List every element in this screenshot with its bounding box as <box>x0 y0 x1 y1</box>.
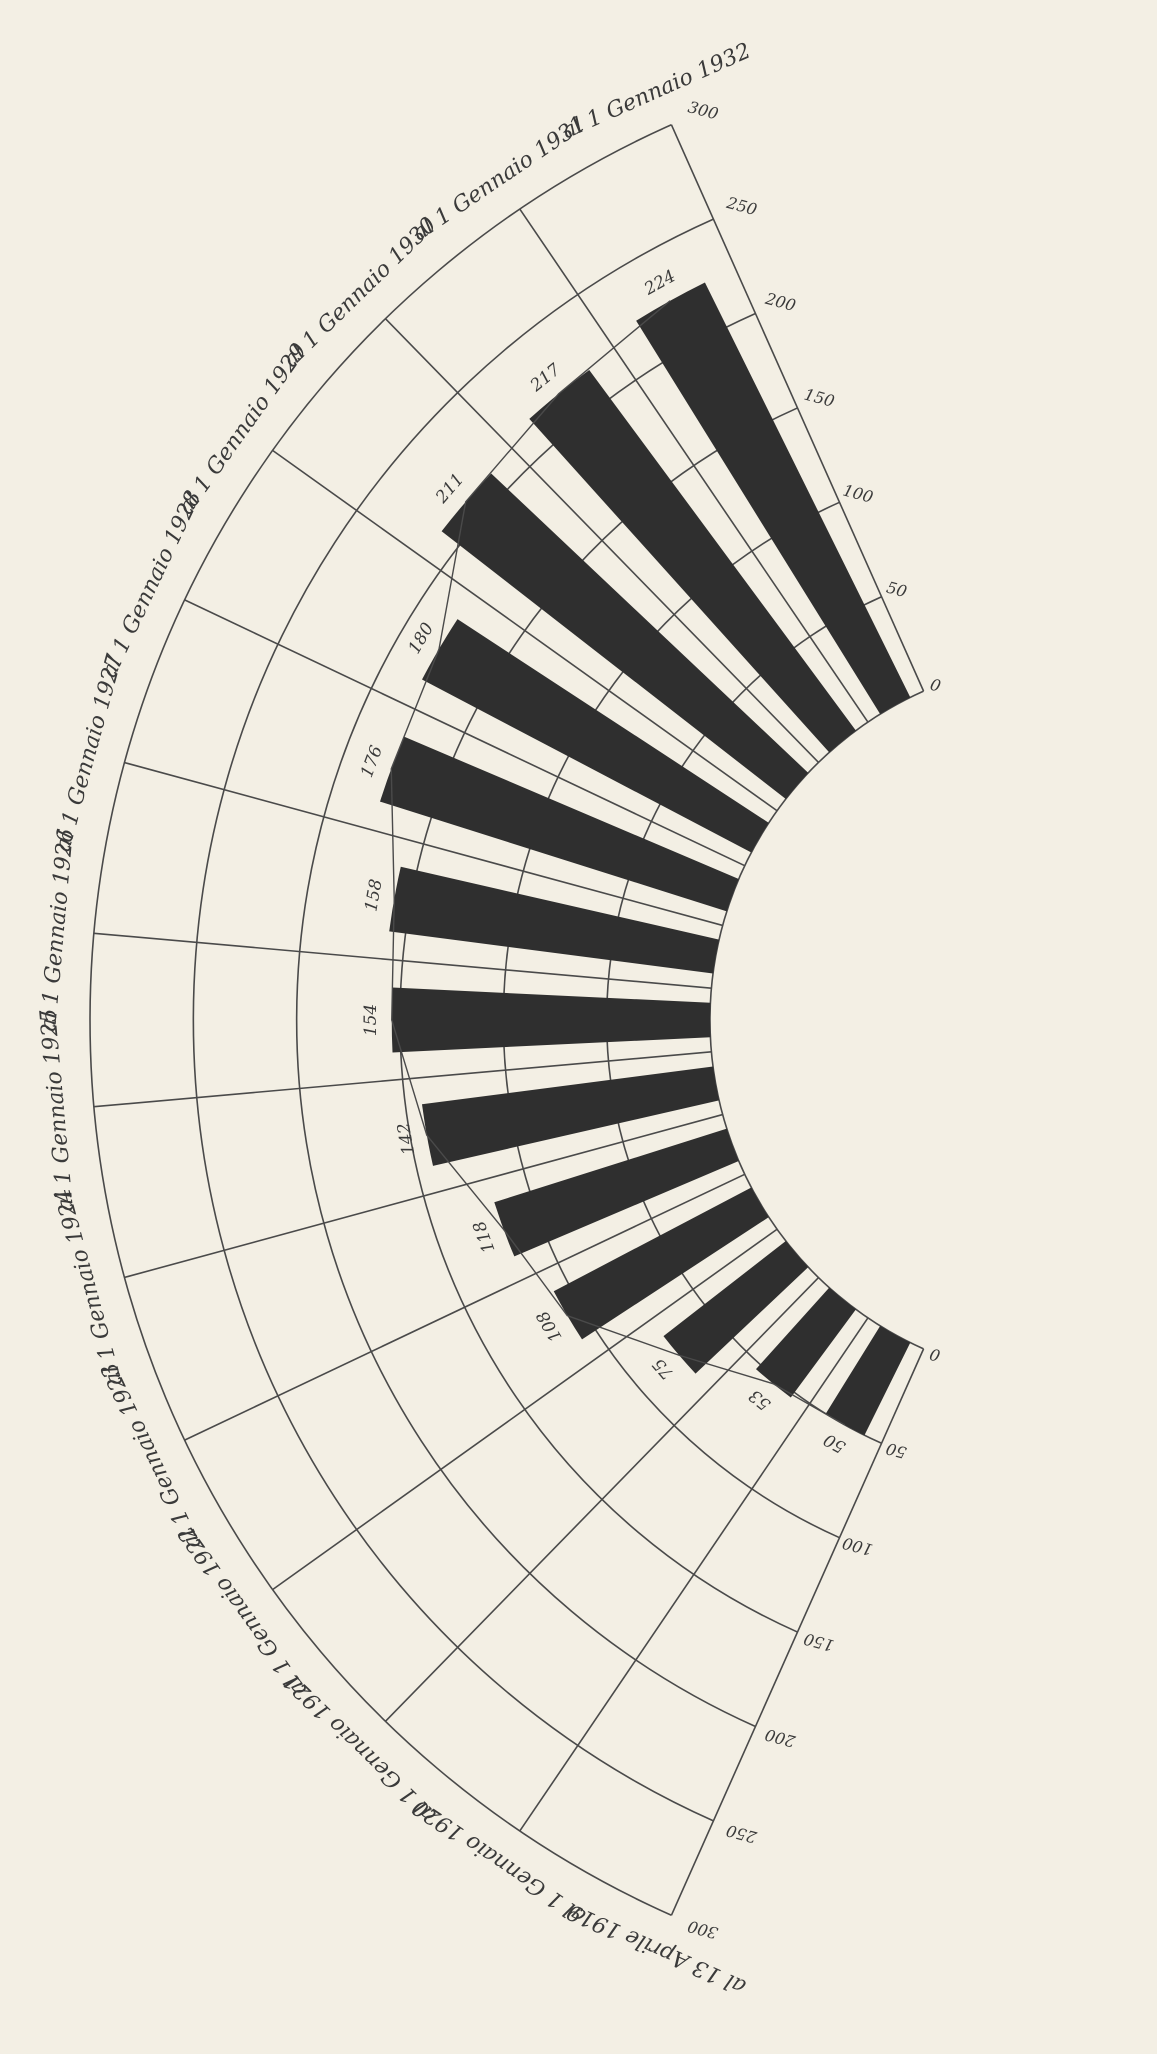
bar <box>529 370 856 753</box>
radial-line <box>93 932 712 989</box>
grid-ring <box>709 690 924 1350</box>
radial-line <box>384 318 820 763</box>
r-tick-label: 0 <box>928 1344 943 1365</box>
grid-ring <box>295 312 756 1728</box>
radial-line <box>670 124 925 692</box>
radial-line <box>272 1228 778 1591</box>
value-label: 154 <box>361 1004 381 1036</box>
bar <box>380 736 739 912</box>
radial-line <box>519 1317 869 1832</box>
bar <box>391 987 711 1053</box>
bar <box>825 1325 911 1436</box>
radial-line <box>272 449 778 812</box>
radial-line <box>670 1348 925 1916</box>
r-tick-label: 0 <box>928 675 943 696</box>
radial-line <box>124 1113 723 1279</box>
bar <box>663 1241 809 1374</box>
bar <box>421 1066 720 1166</box>
radial-line <box>184 599 746 867</box>
radial-line <box>184 1173 746 1441</box>
tip-line <box>390 300 846 1426</box>
radial-line <box>384 1277 820 1722</box>
bar <box>553 1187 769 1340</box>
bar <box>636 282 911 715</box>
grid-ring <box>192 218 714 1822</box>
bar <box>389 866 720 974</box>
grid-ring <box>89 123 672 1917</box>
bar <box>755 1287 856 1398</box>
r-tick-label: 50 <box>884 578 909 602</box>
r-tick-label: 50 <box>884 1439 909 1463</box>
bar <box>441 473 809 799</box>
radial-line <box>93 1051 712 1108</box>
bar <box>494 1128 739 1257</box>
radial-line <box>124 761 723 927</box>
radial-line <box>519 208 869 723</box>
bar <box>422 619 769 853</box>
